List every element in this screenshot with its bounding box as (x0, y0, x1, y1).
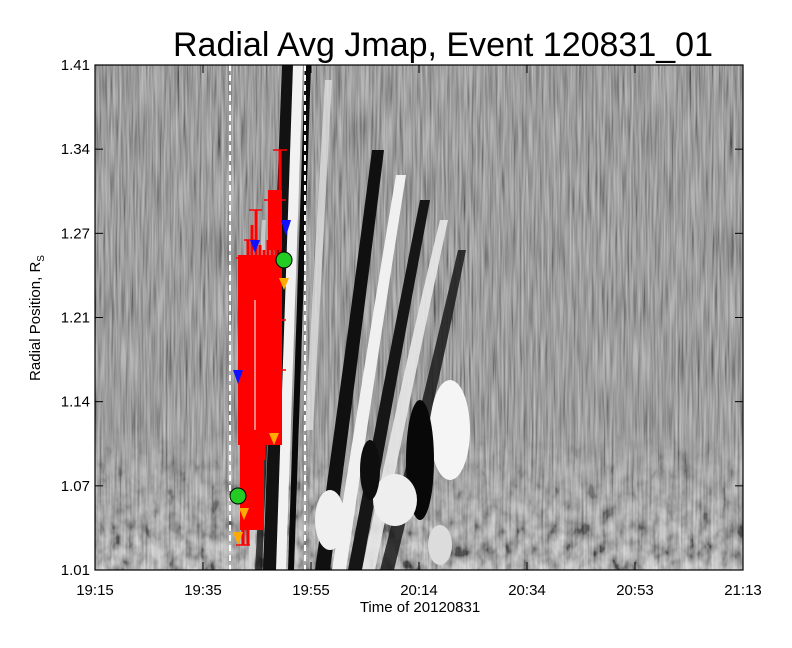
y-tick-label: 1.41 (61, 57, 90, 74)
y-axis-label-subscript: S (36, 255, 47, 262)
y-axis: 1.01 1.07 1.14 1.21 1.27 1.34 1.41 (61, 57, 743, 579)
y-tick-label: 1.27 (61, 225, 90, 242)
x-axis-label: Time of 20120831 (360, 599, 480, 616)
x-tick-label: 20:53 (616, 582, 654, 599)
x-tick-label: 19:15 (76, 582, 114, 599)
x-tick-label: 19:55 (292, 582, 330, 599)
y-axis-label-main: Radial Position, R (27, 262, 44, 381)
y-tick-label: 1.07 (61, 478, 90, 495)
blue-triangle-marker (250, 240, 260, 253)
x-tick-label: 20:34 (508, 582, 546, 599)
y-tick-label: 1.14 (61, 394, 90, 411)
x-axis: 19:15 19:35 19:55 20:14 20:34 20:53 21:13 (76, 65, 762, 599)
orange-triangle-marker (279, 278, 289, 290)
orange-triangle-marker (233, 532, 243, 545)
orange-triangle-marker (239, 508, 249, 520)
x-tick-label: 20:14 (400, 582, 438, 599)
y-tick-label: 1.01 (61, 562, 90, 579)
cme-front-features (248, 65, 470, 570)
blue-triangle-marker (233, 370, 243, 384)
y-axis-label: Radial Position, RS (27, 255, 47, 381)
blue-triangle-marker (281, 220, 291, 236)
orange-triangle-marker (269, 433, 279, 445)
plot-area (95, 65, 743, 570)
y-tick-label: 1.21 (61, 310, 90, 327)
y-tick-label: 1.34 (61, 141, 90, 158)
marker-series (229, 220, 293, 545)
green-circle-marker (275, 251, 293, 269)
x-tick-label: 19:35 (184, 582, 222, 599)
red-error-bar-series (236, 149, 287, 546)
green-circle-marker (229, 487, 247, 505)
x-tick-label: 21:13 (724, 582, 762, 599)
chart-title: Radial Avg Jmap, Event 120831_01 (173, 26, 713, 64)
